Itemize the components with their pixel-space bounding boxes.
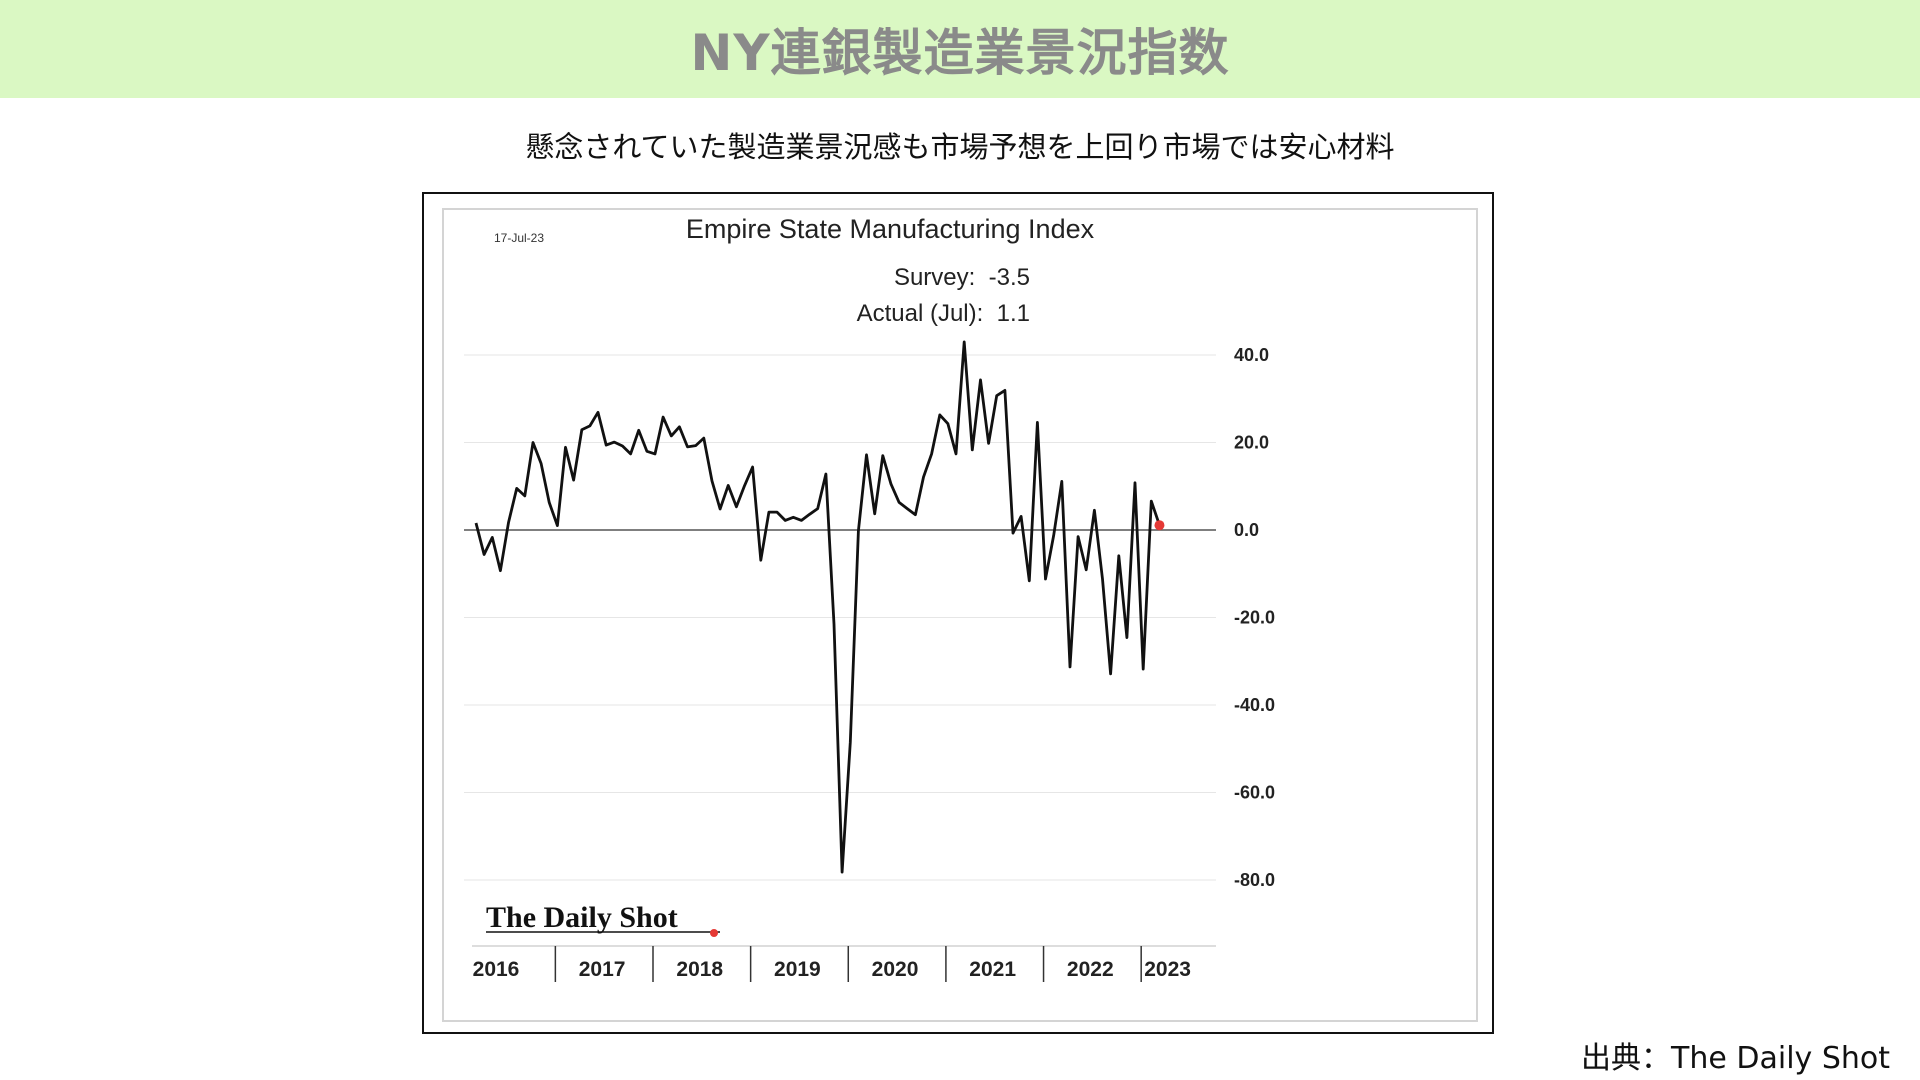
y-tick-label: -60.0 — [1234, 783, 1275, 803]
chart-date-label: 17-Jul-23 — [494, 231, 544, 245]
y-tick-label: -80.0 — [1234, 870, 1275, 890]
y-tick-label: 20.0 — [1234, 433, 1269, 453]
y-tick-label: 40.0 — [1234, 345, 1269, 365]
annotation-actual: Actual (Jul): 1.1 — [857, 300, 1030, 327]
chart-title: Empire State Manufacturing Index — [686, 214, 1095, 244]
watermark-logo: The Daily Shot — [486, 901, 720, 937]
x-tick-label: 2021 — [969, 958, 1016, 981]
chart-svg: 17-Jul-23 Empire State Manufacturing Ind… — [464, 214, 1275, 982]
x-tick-label: 2023 — [1144, 958, 1191, 981]
chart-frame: 17-Jul-23 Empire State Manufacturing Ind… — [422, 192, 1494, 1034]
x-tick-label: 2016 — [473, 958, 520, 981]
page-title: NY連銀製造業景況指数 — [690, 24, 1230, 82]
x-tick-label: 2018 — [676, 958, 723, 981]
watermark-text: The Daily Shot — [486, 901, 678, 934]
x-tick-label: 2022 — [1067, 958, 1114, 981]
page-subtitle: 懸念されていた製造業景況感も市場予想を上回り市場では安心材料 — [525, 130, 1395, 164]
chart-inner-border — [442, 208, 1478, 1022]
x-tick-label: 2017 — [579, 958, 626, 981]
y-tick-label: -40.0 — [1234, 695, 1275, 715]
y-tick-label: -20.0 — [1234, 608, 1275, 628]
x-tick-label: 2020 — [872, 958, 919, 981]
annotation-survey: Survey: -3.5 — [894, 264, 1030, 291]
title-banner: NY連銀製造業景況指数 — [0, 0, 1920, 98]
x-tick-label: 2019 — [774, 958, 821, 981]
latest-point — [1154, 520, 1165, 531]
y-tick-label: 0.0 — [1234, 520, 1259, 540]
series-line — [474, 340, 1161, 874]
source-credit: 出典：The Daily Shot — [1581, 1041, 1890, 1076]
